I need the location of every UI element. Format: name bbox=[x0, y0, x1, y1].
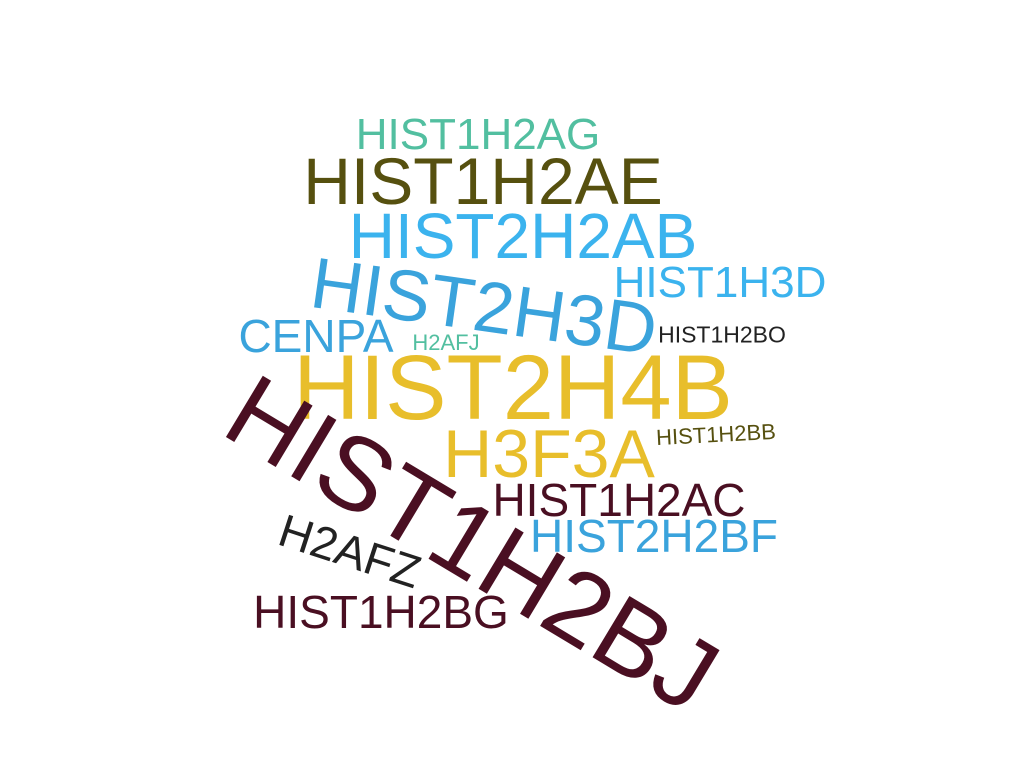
word-hist1h2bo: HIST1H2BO bbox=[658, 321, 786, 348]
word-hist1h3d: HIST1H3D bbox=[613, 258, 827, 307]
word-h2afj: H2AFJ bbox=[412, 330, 480, 355]
word-cenpa: CENPA bbox=[238, 310, 394, 362]
word-hist1h2ac: HIST1H2AC bbox=[492, 474, 746, 526]
word-hist2h4b: HIST2H4B bbox=[293, 337, 733, 439]
word-hist1h2ag: HIST1H2AG bbox=[355, 110, 601, 159]
word-hist2h2bf: HIST2H2BF bbox=[530, 510, 778, 562]
word-hist2h2ab: HIST2H2AB bbox=[348, 200, 698, 272]
word-h3f3a: H3F3A bbox=[443, 416, 655, 492]
word-hist1h2bg: HIST1H2BG bbox=[253, 586, 509, 638]
word-hist1h2bb: HIST1H2BB bbox=[655, 418, 777, 451]
word-hist1h2ae: HIST1H2AE bbox=[303, 144, 663, 218]
